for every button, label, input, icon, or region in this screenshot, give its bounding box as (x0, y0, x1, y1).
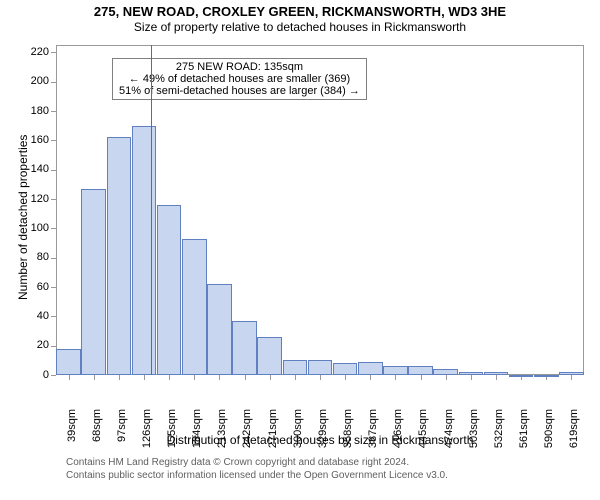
x-tick-label: 184sqm (191, 409, 203, 448)
annotation-line-2: ← 49% of detached houses are smaller (36… (119, 73, 360, 85)
bar (81, 189, 106, 375)
x-tick-label: 97sqm (116, 409, 128, 442)
x-tick-label: 474sqm (443, 409, 455, 448)
x-tick (144, 375, 145, 380)
y-tick (51, 140, 56, 141)
y-tick-label: 0 (43, 369, 49, 381)
x-tick (119, 375, 120, 380)
bar (157, 205, 182, 375)
bar (308, 360, 333, 375)
x-tick-label: 329sqm (317, 409, 329, 448)
y-tick-label: 220 (31, 46, 49, 58)
bar (459, 372, 484, 375)
y-tick (51, 346, 56, 347)
annotation-box: 275 NEW ROAD: 135sqm ← 49% of detached h… (112, 58, 367, 100)
y-tick (51, 199, 56, 200)
y-tick (51, 82, 56, 83)
x-tick-label: 358sqm (342, 409, 354, 448)
y-tick-label: 160 (31, 134, 49, 146)
x-tick (270, 375, 271, 380)
bar (333, 363, 358, 375)
x-tick-label: 619sqm (568, 409, 580, 448)
y-tick (51, 287, 56, 288)
y-tick-label: 100 (31, 222, 49, 234)
y-tick (51, 375, 56, 376)
y-axis-label: Number of detached properties (16, 135, 30, 300)
x-tick-label: 416sqm (392, 409, 404, 448)
y-tick-label: 20 (37, 339, 49, 351)
x-tick-label: 271sqm (267, 409, 279, 448)
y-tick (51, 52, 56, 53)
y-tick-label: 60 (37, 281, 49, 293)
x-tick (496, 375, 497, 380)
footer-line-2: Contains public sector information licen… (66, 470, 448, 481)
y-tick-label: 40 (37, 310, 49, 322)
x-tick (320, 375, 321, 380)
bar (534, 375, 559, 377)
x-tick-label: 242sqm (242, 409, 254, 448)
x-tick-label: 387sqm (367, 409, 379, 448)
x-tick-label: 155sqm (166, 409, 178, 448)
bar (107, 137, 132, 375)
y-tick-label: 120 (31, 193, 49, 205)
bar (484, 372, 509, 375)
chart-title-sub: Size of property relative to detached ho… (0, 19, 600, 34)
y-tick (51, 316, 56, 317)
footer-line-1: Contains HM Land Registry data © Crown c… (66, 457, 409, 468)
x-tick (169, 375, 170, 380)
y-tick-label: 180 (31, 105, 49, 117)
y-tick-label: 80 (37, 251, 49, 263)
x-tick-label: 126sqm (141, 409, 153, 448)
x-tick (471, 375, 472, 380)
x-tick-label: 503sqm (468, 409, 480, 448)
bar (182, 239, 207, 375)
bar (257, 337, 282, 375)
x-tick-label: 68sqm (91, 409, 103, 442)
bar (433, 369, 458, 375)
x-tick (446, 375, 447, 380)
chart-container: 275, NEW ROAD, CROXLEY GREEN, RICKMANSWO… (0, 0, 600, 500)
x-tick (571, 375, 572, 380)
bar (207, 284, 232, 375)
chart-title-main: 275, NEW ROAD, CROXLEY GREEN, RICKMANSWO… (0, 0, 600, 19)
bar (132, 126, 157, 375)
annotation-line-3: 51% of semi-detached houses are larger (… (119, 85, 360, 97)
x-tick-label: 532sqm (493, 409, 505, 448)
bar (358, 362, 383, 375)
bar (232, 321, 257, 375)
y-tick-label: 140 (31, 163, 49, 175)
bar (383, 366, 408, 375)
bar (559, 372, 584, 375)
annotation-line-1: 275 NEW ROAD: 135sqm (119, 61, 360, 73)
x-tick (219, 375, 220, 380)
x-tick-label: 590sqm (543, 409, 555, 448)
bar (509, 375, 534, 377)
x-tick-label: 213sqm (216, 409, 228, 448)
x-tick (395, 375, 396, 380)
y-tick (51, 258, 56, 259)
x-tick (69, 375, 70, 380)
x-tick-label: 300sqm (292, 409, 304, 448)
y-tick (51, 111, 56, 112)
x-tick (194, 375, 195, 380)
y-tick (51, 228, 56, 229)
x-tick (245, 375, 246, 380)
y-tick (51, 170, 56, 171)
bar (56, 349, 81, 375)
y-tick-label: 200 (31, 75, 49, 87)
x-tick (94, 375, 95, 380)
reference-line (151, 45, 152, 375)
x-tick-label: 561sqm (518, 409, 530, 448)
x-tick (295, 375, 296, 380)
x-tick (345, 375, 346, 380)
x-tick-label: 39sqm (66, 409, 78, 442)
x-tick-label: 445sqm (418, 409, 430, 448)
bar (283, 360, 308, 375)
x-tick (370, 375, 371, 380)
bar (408, 366, 433, 375)
x-tick (421, 375, 422, 380)
